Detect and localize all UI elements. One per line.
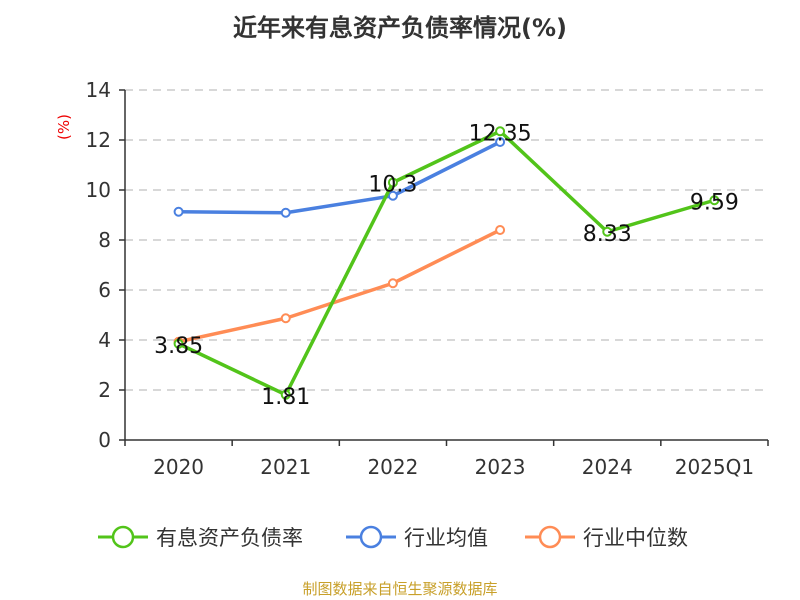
x-tick-label: 2025Q1 [675, 455, 754, 479]
data-point [709, 195, 720, 206]
series-line-0 [177, 129, 715, 397]
legend-label: 有息资产负债率 [156, 526, 303, 550]
x-tick-label: 2022 [367, 455, 418, 479]
y-tick-label: 10 [86, 178, 111, 202]
legend-label: 行业中位数 [583, 526, 688, 550]
y-tick-label: 0 [98, 428, 111, 452]
data-label: 10.3 [368, 173, 417, 198]
data-point [280, 313, 291, 324]
x-tick-label: 2023 [475, 455, 526, 479]
series-line-1 [178, 140, 501, 215]
data-point [280, 207, 291, 218]
x-tick-label: 2020 [153, 455, 204, 479]
data-label: 8.33 [583, 222, 632, 247]
y-tick-label: 6 [98, 278, 111, 302]
source-note: 制图数据来自恒生聚源数据库 [302, 580, 498, 598]
chart-title: 近年来有息资产负债率情况(%) [233, 14, 567, 42]
data-point [173, 338, 184, 349]
x-tick-label: 2024 [582, 455, 633, 479]
y-tick-label: 12 [86, 128, 111, 152]
data-label: 12.35 [469, 121, 532, 146]
data-point [387, 278, 398, 289]
series-line-2 [178, 228, 501, 344]
legend-label: 行业均值 [404, 526, 488, 550]
data-point [173, 206, 184, 217]
data-label: 1.81 [261, 385, 310, 410]
data-point [495, 126, 506, 137]
legend-marker [359, 525, 383, 549]
data-point [602, 226, 613, 237]
y-tick-label: 14 [86, 78, 111, 102]
x-tick-label: 2021 [260, 455, 311, 479]
y-tick-label: 2 [98, 378, 111, 402]
data-point [387, 190, 398, 201]
data-label: 9.59 [690, 190, 739, 215]
y-tick-label: 8 [98, 228, 111, 252]
data-label: 3.85 [154, 334, 203, 359]
legend-marker [111, 525, 135, 549]
y-axis-label: (%) [55, 114, 73, 140]
data-point [495, 137, 506, 147]
data-point [495, 225, 506, 235]
legend-marker [538, 525, 562, 549]
data-point [387, 177, 398, 188]
data-point [280, 389, 291, 400]
y-tick-label: 4 [98, 328, 111, 352]
